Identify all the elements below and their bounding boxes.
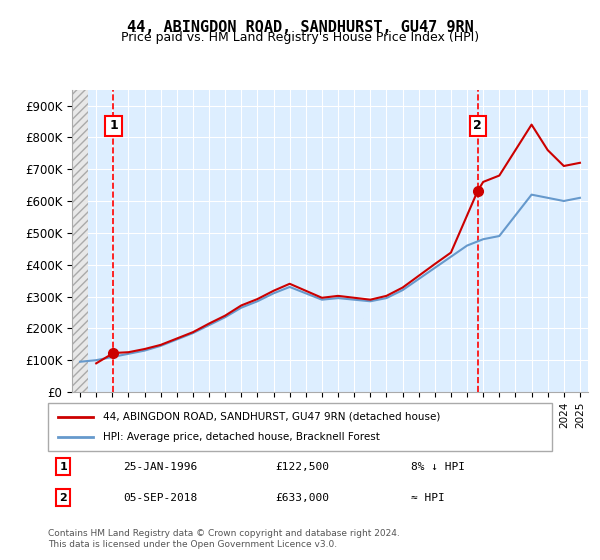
Text: 1: 1 [109, 119, 118, 132]
FancyBboxPatch shape [48, 403, 552, 451]
Text: £122,500: £122,500 [275, 461, 329, 472]
Text: Price paid vs. HM Land Registry's House Price Index (HPI): Price paid vs. HM Land Registry's House … [121, 31, 479, 44]
Text: ≈ HPI: ≈ HPI [411, 493, 445, 503]
Text: 8% ↓ HPI: 8% ↓ HPI [411, 461, 465, 472]
Text: 44, ABINGDON ROAD, SANDHURST, GU47 9RN: 44, ABINGDON ROAD, SANDHURST, GU47 9RN [127, 20, 473, 35]
Text: 2: 2 [59, 493, 67, 503]
Text: 44, ABINGDON ROAD, SANDHURST, GU47 9RN (detached house): 44, ABINGDON ROAD, SANDHURST, GU47 9RN (… [103, 412, 441, 422]
Text: 25-JAN-1996: 25-JAN-1996 [124, 461, 198, 472]
Text: £633,000: £633,000 [275, 493, 329, 503]
Text: HPI: Average price, detached house, Bracknell Forest: HPI: Average price, detached house, Brac… [103, 432, 380, 442]
Text: Contains HM Land Registry data © Crown copyright and database right 2024.
This d: Contains HM Land Registry data © Crown c… [48, 529, 400, 549]
Text: 05-SEP-2018: 05-SEP-2018 [124, 493, 198, 503]
Bar [72, 90, 88, 392]
Text: 1: 1 [59, 461, 67, 472]
Text: 2: 2 [473, 119, 482, 132]
Bar [72, 90, 88, 392]
